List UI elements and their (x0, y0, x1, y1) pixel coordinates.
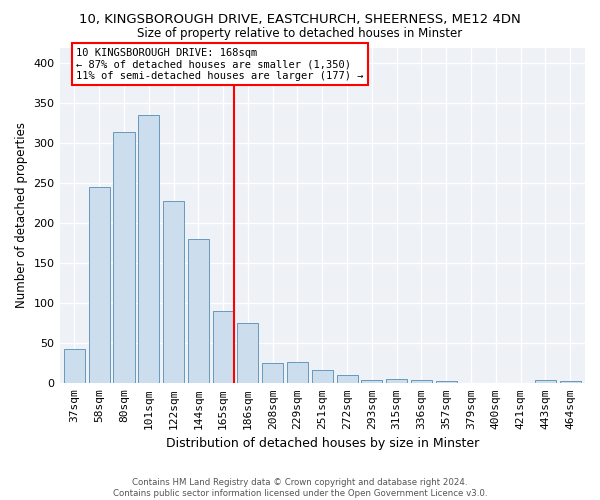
Bar (337, 376, 358, 384)
Bar (262, 362, 283, 384)
Bar (287, 362, 308, 384)
Bar (560, 381, 581, 384)
Bar (535, 380, 556, 384)
Bar (138, 116, 160, 384)
Text: 10, KINGSBOROUGH DRIVE, EASTCHURCH, SHEERNESS, ME12 4DN: 10, KINGSBOROUGH DRIVE, EASTCHURCH, SHEE… (79, 12, 521, 26)
Bar (436, 381, 457, 384)
Bar (238, 324, 259, 384)
Bar (89, 186, 110, 384)
Bar (411, 380, 432, 384)
Bar (312, 370, 333, 384)
Bar (188, 238, 209, 384)
Bar (212, 312, 233, 384)
Bar (361, 380, 382, 384)
Bar (386, 378, 407, 384)
X-axis label: Distribution of detached houses by size in Minster: Distribution of detached houses by size … (166, 437, 479, 450)
Text: 10 KINGSBOROUGH DRIVE: 168sqm
← 87% of detached houses are smaller (1,350)
11% o: 10 KINGSBOROUGH DRIVE: 168sqm ← 87% of d… (76, 48, 364, 80)
Text: Size of property relative to detached houses in Minster: Size of property relative to detached ho… (137, 28, 463, 40)
Bar (64, 349, 85, 384)
Text: Contains HM Land Registry data © Crown copyright and database right 2024.
Contai: Contains HM Land Registry data © Crown c… (113, 478, 487, 498)
Y-axis label: Number of detached properties: Number of detached properties (15, 122, 28, 308)
Bar (163, 201, 184, 384)
Bar (113, 132, 134, 384)
